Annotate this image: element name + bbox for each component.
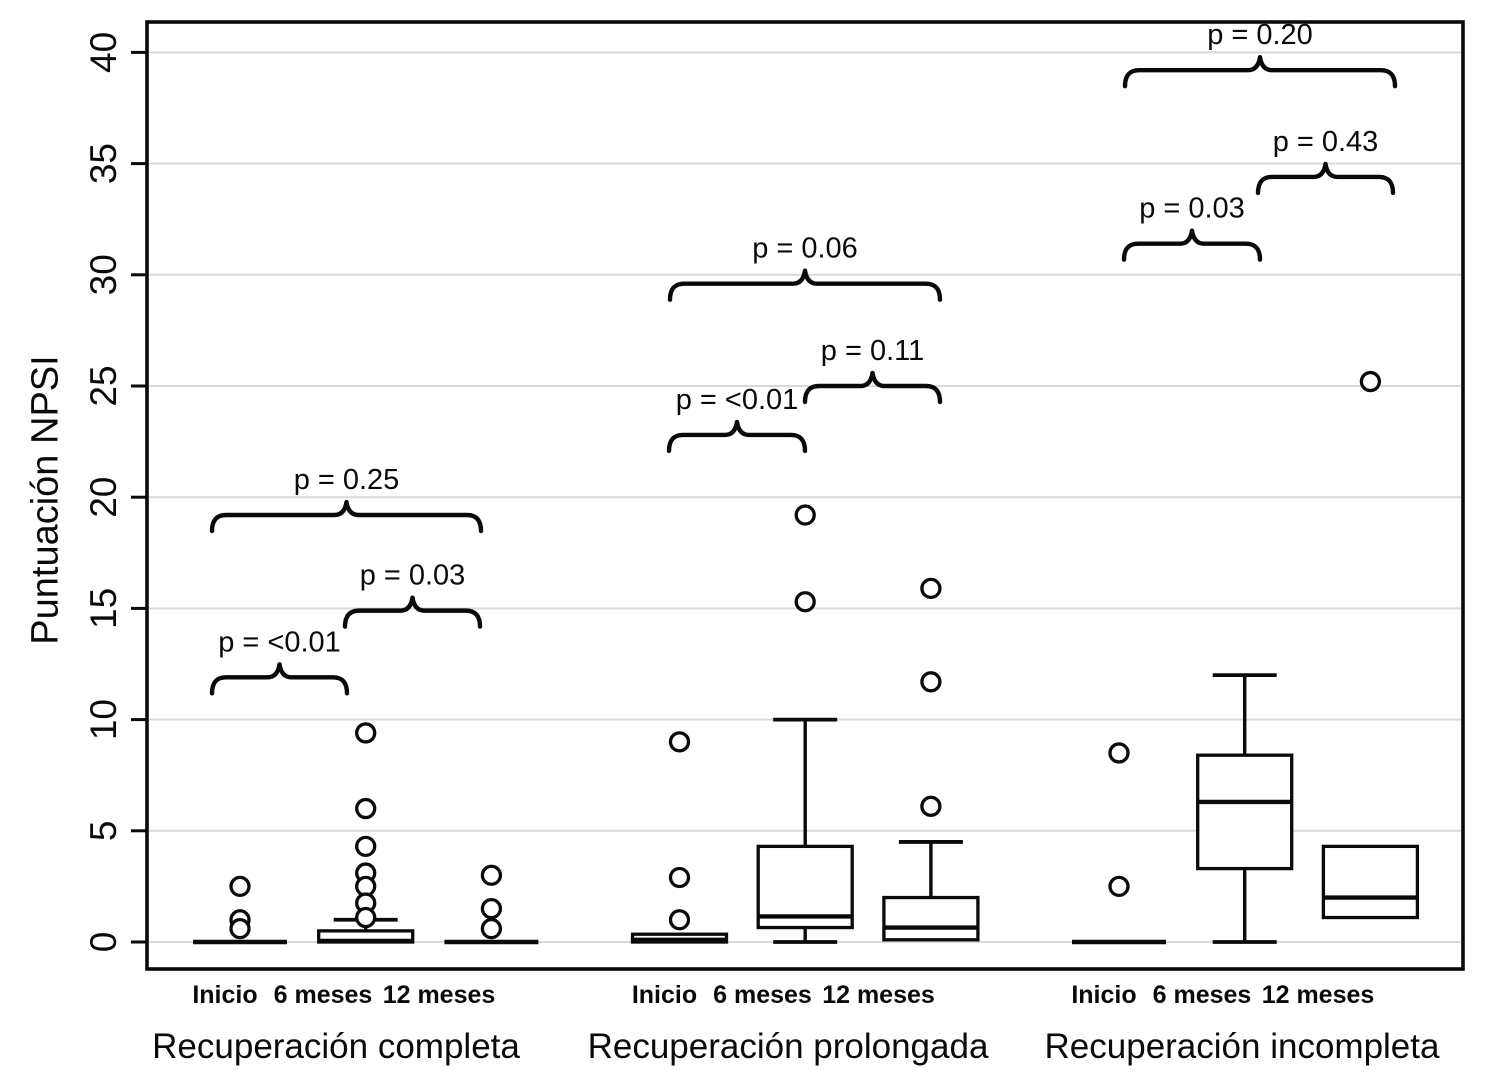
outlier-point [480,864,503,886]
comparison-bracket [802,370,943,405]
p-value-label: p = 0.11 [821,335,924,367]
p-value-label: p = 0.25 [294,464,400,496]
outlier-point [1108,742,1130,764]
x-tick-label: 12 meses [383,981,496,1009]
y-tick-label: 40 [83,32,124,73]
comparison-bracket [209,499,484,534]
x-tick-label: 6 meses [713,981,812,1009]
x-tick-label: 6 meses [274,981,373,1009]
outlier-point [1108,875,1130,898]
group-label: Recuperación prolongada [588,1027,989,1066]
outlier-point [229,918,251,940]
x-tick-label: 12 meses [1262,981,1375,1009]
x-tick-label: 6 meses [1153,981,1252,1009]
outlier-point [920,671,942,693]
x-tick-label: Inicio [192,981,257,1009]
comparison-bracket [1122,54,1398,89]
outlier-point [355,722,377,744]
outlier-point [668,866,691,889]
p-value-label: p = <0.01 [218,626,341,658]
outlier-point [229,875,251,898]
outlier-point [355,835,377,858]
p-value-label: p = 0.43 [1273,126,1379,158]
p-value-label: p = 0.20 [1207,19,1313,51]
p-value-label: p = <0.01 [676,384,799,416]
x-tick-label: 12 meses [822,981,935,1009]
outlier-point [1359,370,1382,393]
y-tick-label: 10 [83,699,124,740]
comparison-bracket [667,268,943,302]
group-label: Recuperación completa [152,1027,520,1066]
p-value-label: p = 0.03 [1139,193,1245,225]
y-tick-label: 15 [83,588,124,629]
outlier-point [920,577,942,600]
outlier-point [794,504,816,526]
outlier-point [668,909,691,931]
y-tick-label: 25 [83,365,124,406]
x-tick-label: Inicio [632,981,697,1009]
outlier-point [794,591,816,613]
box [882,895,980,942]
comparison-bracket [209,662,350,696]
y-tick-label: 5 [83,821,124,842]
outlier-point [920,795,942,817]
box [1196,753,1294,871]
comparison-bracket [666,419,808,454]
comparison-bracket [342,595,483,629]
box [756,844,854,930]
y-tick-label: 0 [83,932,124,953]
plot-frame [145,20,1465,971]
outlier-point [480,918,503,940]
box [1321,844,1420,920]
y-tick-label: 20 [83,477,124,518]
group-label: Recuperación incompleta [1045,1027,1440,1066]
x-tick-label: Inicio [1071,981,1136,1009]
y-axis-label: Puntuación NPSI [24,355,66,644]
outlier-point [480,897,503,920]
outlier-point [355,797,377,820]
outlier-point [668,731,691,753]
y-tick-label: 35 [83,143,124,184]
p-value-label: p = 0.06 [752,233,858,265]
outlier-point [355,906,377,929]
y-tick-label: 30 [83,254,124,295]
comparison-bracket [1255,161,1396,196]
p-value-label: p = 0.03 [360,560,466,592]
comparison-bracket [1121,228,1263,262]
